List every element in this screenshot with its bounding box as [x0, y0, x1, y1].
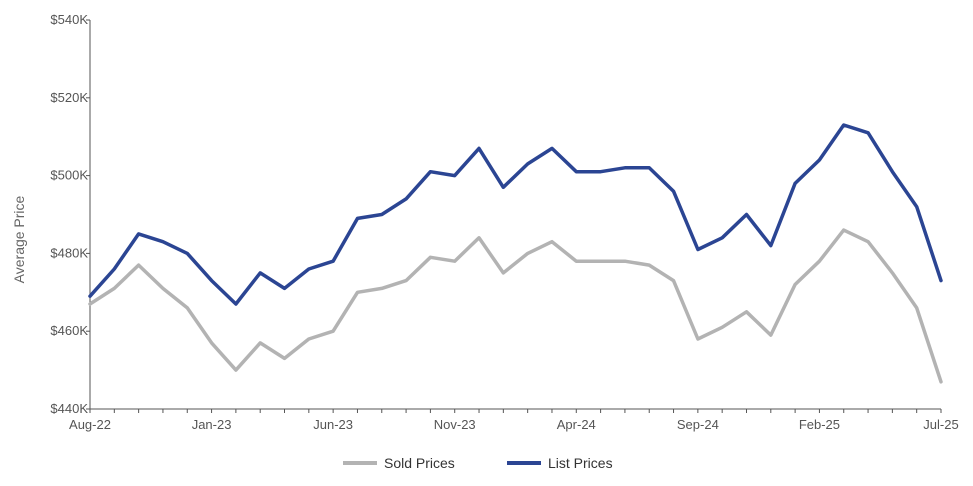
data-point-list-prices [891, 171, 893, 173]
y-tick-label: $520K [50, 90, 88, 105]
data-point-list-prices [770, 244, 772, 246]
data-point-list-prices [575, 171, 577, 173]
data-point-sold-prices [283, 357, 285, 359]
data-point-list-prices [697, 248, 699, 250]
data-point-list-prices [648, 167, 650, 169]
y-axis-ticks: $440K $460K $480K $500K $520K $540K [50, 12, 90, 416]
data-point-list-prices [794, 182, 796, 184]
y-tick-label: $540K [50, 12, 88, 27]
data-point-list-prices [624, 167, 626, 169]
data-point-sold-prices [478, 237, 480, 239]
data-point-sold-prices [843, 229, 845, 231]
data-point-list-prices [356, 217, 358, 219]
data-point-list-prices [137, 233, 139, 235]
y-tick-label: $480K [50, 245, 88, 260]
data-point-sold-prices [697, 338, 699, 340]
x-tick-label: Jun-23 [313, 417, 353, 432]
data-point-list-prices [867, 132, 869, 134]
data-point-list-prices [235, 303, 237, 305]
data-point-sold-prices [89, 303, 91, 305]
data-point-list-prices [259, 272, 261, 274]
data-point-sold-prices [867, 241, 869, 243]
data-point-list-prices [915, 206, 917, 208]
data-point-list-prices [162, 241, 164, 243]
legend-label: Sold Prices [384, 455, 455, 471]
data-point-sold-prices [745, 311, 747, 313]
data-point-sold-prices [551, 241, 553, 243]
data-point-sold-prices [599, 260, 601, 262]
data-point-list-prices [381, 213, 383, 215]
data-point-sold-prices [429, 256, 431, 258]
data-point-list-prices [721, 237, 723, 239]
data-point-sold-prices [624, 260, 626, 262]
legend-label: List Prices [548, 455, 613, 471]
data-point-list-prices [526, 163, 528, 165]
series-line-sold-prices [88, 228, 943, 384]
data-point-sold-prices [915, 307, 917, 309]
data-point-sold-prices [235, 369, 237, 371]
legend-item-sold-prices: Sold Prices [343, 455, 455, 471]
x-tick-label: Apr-24 [557, 417, 596, 432]
data-point-sold-prices [381, 287, 383, 289]
data-point-list-prices [89, 295, 91, 297]
x-tick-label: Feb-25 [799, 417, 840, 432]
data-point-sold-prices [526, 252, 528, 254]
data-point-sold-prices [648, 264, 650, 266]
series-group [88, 123, 943, 384]
x-axis-ticks: Aug-22 Jan-23 Jun-23 Nov-23 Apr-24 Sep-24 Feb-… [69, 409, 959, 432]
legend-item-list-prices: List Prices [507, 455, 613, 471]
data-point-sold-prices [113, 287, 115, 289]
data-point-sold-prices [332, 330, 334, 332]
data-point-sold-prices [502, 272, 504, 274]
data-point-sold-prices [137, 264, 139, 266]
data-point-sold-prices [721, 326, 723, 328]
data-point-list-prices [113, 268, 115, 270]
data-point-sold-prices [186, 307, 188, 309]
data-point-sold-prices [818, 260, 820, 262]
legend: Sold Prices List Prices [343, 455, 613, 471]
data-point-list-prices [283, 287, 285, 289]
data-point-list-prices [672, 190, 674, 192]
y-tick-label: $440K [50, 401, 88, 416]
data-point-sold-prices [794, 283, 796, 285]
data-point-sold-prices [210, 342, 212, 344]
axes [89, 20, 941, 410]
data-point-list-prices [599, 171, 601, 173]
data-point-sold-prices [162, 287, 164, 289]
data-point-sold-prices [356, 291, 358, 293]
data-point-sold-prices [308, 338, 310, 340]
y-axis-title: Average Price [11, 195, 27, 283]
data-point-list-prices [332, 260, 334, 262]
data-point-list-prices [429, 171, 431, 173]
y-tick-label: $460K [50, 323, 88, 338]
x-tick-label: Aug-22 [69, 417, 111, 432]
x-tick-label: Jul-25 [923, 417, 958, 432]
data-point-list-prices [405, 198, 407, 200]
data-point-sold-prices [672, 279, 674, 281]
data-point-sold-prices [940, 381, 942, 383]
series-line-list-prices [88, 123, 943, 306]
data-point-sold-prices [454, 260, 456, 262]
y-tick-label: $500K [50, 168, 88, 183]
data-point-list-prices [186, 252, 188, 254]
x-tick-label: Jan-23 [192, 417, 232, 432]
data-point-sold-prices [259, 342, 261, 344]
data-point-list-prices [210, 279, 212, 281]
data-point-list-prices [478, 147, 480, 149]
data-point-list-prices [454, 174, 456, 176]
data-point-list-prices [308, 268, 310, 270]
data-point-list-prices [940, 279, 942, 281]
data-point-list-prices [843, 124, 845, 126]
data-point-list-prices [551, 147, 553, 149]
data-point-list-prices [745, 213, 747, 215]
data-point-list-prices [818, 159, 820, 161]
data-point-sold-prices [891, 272, 893, 274]
x-tick-label: Nov-23 [434, 417, 476, 432]
data-point-sold-prices [405, 279, 407, 281]
x-tick-label: Sep-24 [677, 417, 719, 432]
data-point-sold-prices [575, 260, 577, 262]
data-point-sold-prices [770, 334, 772, 336]
data-point-list-prices [502, 186, 504, 188]
